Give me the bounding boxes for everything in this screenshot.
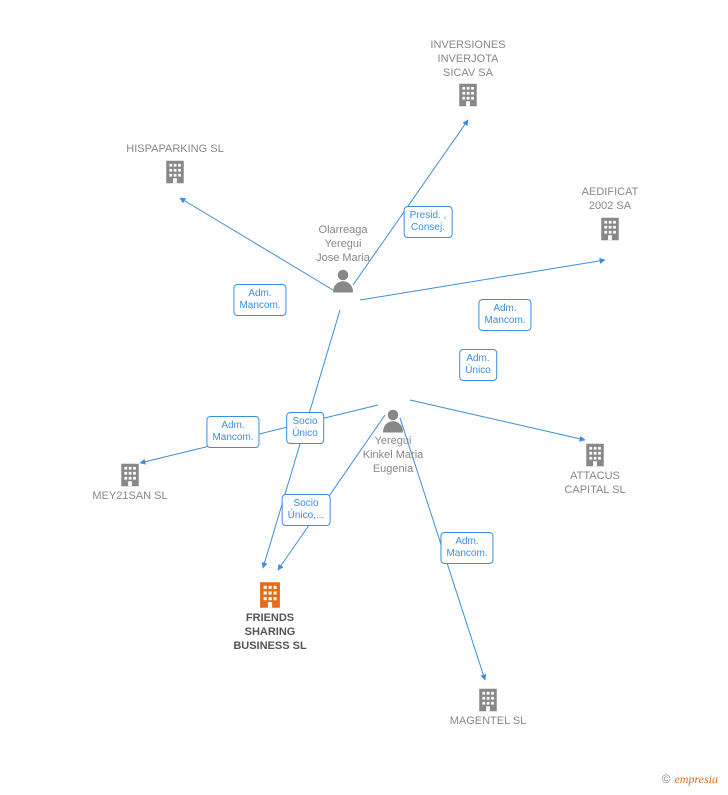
company-node-inverjota[interactable]: INVERSIONES INVERJOTA SICAV SA <box>408 39 528 110</box>
node-label: FRIENDS SHARING BUSINESS SL <box>210 612 330 653</box>
company-node-magentel[interactable]: MAGENTEL SL <box>428 685 548 729</box>
node-label: ATTACUS CAPITAL SL <box>535 470 655 498</box>
network-diagram: INVERSIONES INVERJOTA SICAV SA HISPAPARK… <box>0 0 728 795</box>
edge-label-olarreaga-friends: Socio Único <box>286 412 324 444</box>
company-node-friends[interactable]: FRIENDS SHARING BUSINESS SL <box>210 578 330 653</box>
copyright-symbol: © <box>662 772 671 786</box>
node-label: INVERSIONES INVERJOTA SICAV SA <box>408 39 528 80</box>
edge-label-yeregui-mey21san: Adm. Mancom. <box>206 416 259 448</box>
edge-label-olarreaga-hispa: Adm. Mancom. <box>233 284 286 316</box>
person-node-yeregui[interactable]: Yeregui Kinkel Maria Eugenia <box>333 405 453 476</box>
edge-label-yeregui-attacus: Adm. Único <box>459 349 497 381</box>
company-node-aedificat[interactable]: AEDIFICAT 2002 SA <box>550 186 670 244</box>
watermark-brand: empresia <box>674 772 718 786</box>
node-label: MEY21SAN SL <box>70 490 190 504</box>
edge-label-yeregui-magentel: Adm. Mancom. <box>440 532 493 564</box>
edge-label-olarreaga-inverjota: Presid. , Consej. <box>404 206 453 238</box>
node-label: MAGENTEL SL <box>428 715 548 729</box>
edge-label-olarreaga-aedificat: Adm. Mancom. <box>478 299 531 331</box>
person-node-olarreaga[interactable]: Olarreaga Yeregui Jose Maria <box>283 224 403 295</box>
node-label: AEDIFICAT 2002 SA <box>550 186 670 214</box>
company-node-mey21san[interactable]: MEY21SAN SL <box>70 460 190 504</box>
edge-label-yeregui-friends: Socio Único,... <box>282 494 331 526</box>
node-label: HISPAPARKING SL <box>115 143 235 157</box>
edges-layer <box>0 0 728 795</box>
node-label: Yeregui Kinkel Maria Eugenia <box>333 435 453 476</box>
company-node-attacus[interactable]: ATTACUS CAPITAL SL <box>535 440 655 498</box>
watermark: ©empresia <box>662 772 718 787</box>
company-node-hispa[interactable]: HISPAPARKING SL <box>115 143 235 187</box>
node-label: Olarreaga Yeregui Jose Maria <box>283 224 403 265</box>
